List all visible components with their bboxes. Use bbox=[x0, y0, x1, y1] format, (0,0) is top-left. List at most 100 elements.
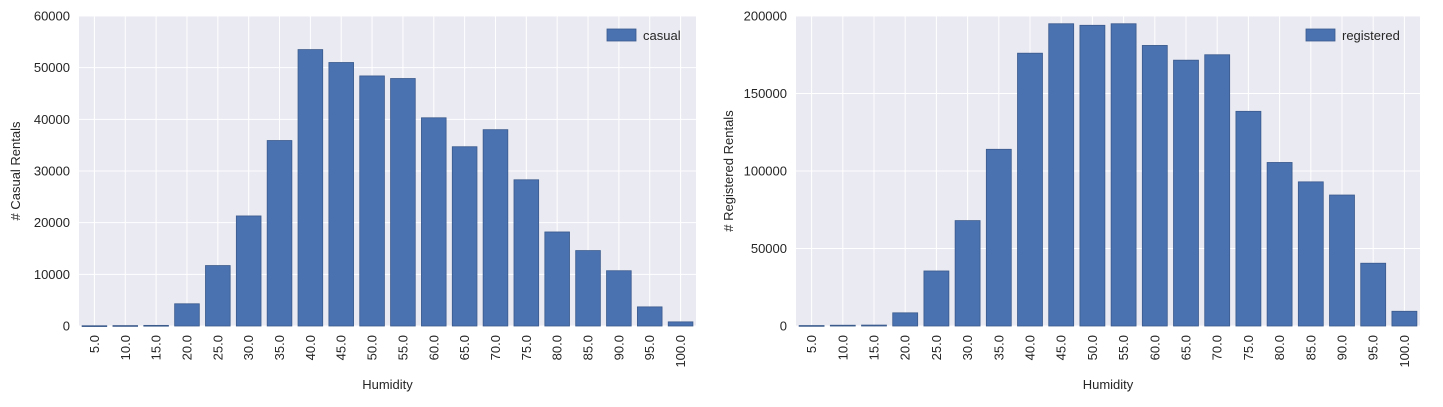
bar-45.0 bbox=[328, 62, 354, 327]
x-tick-label: 15.0 bbox=[149, 335, 164, 360]
x-tick-label: 80.0 bbox=[550, 335, 565, 360]
legend-swatch bbox=[606, 28, 637, 42]
x-tick-label: 50.0 bbox=[365, 335, 380, 360]
bar-10.0 bbox=[112, 325, 139, 327]
x-tick-label: 40.0 bbox=[1023, 335, 1038, 360]
bar-20.0 bbox=[174, 303, 200, 327]
x-tick-label: 25.0 bbox=[210, 335, 225, 360]
y-tick-label: 50000 bbox=[34, 60, 70, 75]
x-tick-label: 55.0 bbox=[1116, 335, 1131, 360]
x-tick-label: 15.0 bbox=[867, 335, 882, 360]
x-tick-label: 95.0 bbox=[1366, 335, 1381, 360]
bar-30.0 bbox=[235, 215, 262, 327]
x-tick-label: 60.0 bbox=[1147, 335, 1162, 360]
bar-70.0 bbox=[1204, 54, 1231, 327]
y-tick-label: 200000 bbox=[744, 9, 787, 24]
bar-50.0 bbox=[1079, 24, 1106, 327]
bar-85.0 bbox=[1297, 181, 1324, 327]
x-tick-label: 40.0 bbox=[303, 335, 318, 360]
x-tick-label: 20.0 bbox=[179, 335, 194, 360]
x-tick-label: 75.0 bbox=[1241, 335, 1256, 360]
y-tick-label: 40000 bbox=[34, 112, 70, 127]
x-tick-label: 100.0 bbox=[1397, 335, 1412, 368]
x-tick-label: 100.0 bbox=[673, 335, 688, 368]
x-tick-label: 90.0 bbox=[1335, 335, 1350, 360]
x-axis-label: Humidity bbox=[362, 377, 413, 392]
bar-95.0 bbox=[636, 306, 663, 327]
bar-75.0 bbox=[513, 179, 540, 327]
bar-25.0 bbox=[205, 265, 231, 327]
x-tick-label: 80.0 bbox=[1272, 335, 1287, 360]
bar-100.0 bbox=[1391, 310, 1418, 327]
bar-35.0 bbox=[985, 148, 1012, 327]
x-tick-label: 60.0 bbox=[426, 335, 441, 360]
y-tick-label: 60000 bbox=[34, 9, 70, 24]
y-tick-label: 0 bbox=[780, 319, 787, 334]
y-tick-label: 20000 bbox=[34, 215, 70, 230]
bar-65.0 bbox=[1173, 59, 1199, 327]
legend-swatch bbox=[1305, 28, 1336, 42]
y-tick-label: 100000 bbox=[744, 164, 787, 179]
bar-15.0 bbox=[143, 324, 169, 327]
x-tick-label: 10.0 bbox=[835, 335, 850, 360]
bar-45.0 bbox=[1048, 23, 1075, 327]
legend: casual bbox=[606, 28, 681, 43]
bar-35.0 bbox=[266, 140, 293, 327]
bar-5.0 bbox=[81, 325, 108, 327]
bar-65.0 bbox=[451, 146, 478, 327]
x-tick-label: 45.0 bbox=[1054, 335, 1069, 360]
x-tick-label: 25.0 bbox=[929, 335, 944, 360]
x-tick-label: 95.0 bbox=[642, 335, 657, 360]
bar-40.0 bbox=[1017, 52, 1043, 327]
bar-30.0 bbox=[954, 220, 981, 327]
bar-90.0 bbox=[606, 270, 632, 327]
x-tick-label: 35.0 bbox=[991, 335, 1006, 360]
x-tick-label: 30.0 bbox=[960, 335, 975, 360]
bar-100.0 bbox=[667, 321, 694, 327]
x-tick-label: 70.0 bbox=[488, 335, 503, 360]
bar-50.0 bbox=[359, 75, 385, 327]
x-tick-label: 45.0 bbox=[334, 335, 349, 360]
x-tick-label: 75.0 bbox=[519, 335, 534, 360]
x-tick-label: 30.0 bbox=[241, 335, 256, 360]
bar-55.0 bbox=[390, 78, 416, 327]
bar-80.0 bbox=[1266, 162, 1293, 327]
x-tick-label: 70.0 bbox=[1210, 335, 1225, 360]
x-tick-label: 65.0 bbox=[457, 335, 472, 360]
x-tick-label: 65.0 bbox=[1179, 335, 1194, 360]
x-tick-label: 5.0 bbox=[87, 335, 102, 353]
bar-75.0 bbox=[1235, 110, 1262, 327]
x-tick-label: 35.0 bbox=[272, 335, 287, 360]
bar-20.0 bbox=[892, 312, 919, 327]
y-axis-label: # Registered Rentals bbox=[721, 110, 736, 232]
y-tick-label: 30000 bbox=[34, 164, 70, 179]
y-tick-label: 0 bbox=[63, 319, 70, 334]
bar-10.0 bbox=[829, 324, 856, 327]
bar-95.0 bbox=[1360, 262, 1387, 327]
x-tick-label: 85.0 bbox=[1303, 335, 1318, 360]
bar-80.0 bbox=[544, 231, 570, 327]
y-tick-label: 50000 bbox=[751, 241, 787, 256]
legend: registered bbox=[1305, 28, 1400, 43]
bar-85.0 bbox=[575, 250, 601, 327]
bar-15.0 bbox=[861, 324, 887, 327]
x-tick-label: 50.0 bbox=[1085, 335, 1100, 360]
chart-panel-right: 0 50000 100000 150000 200000 5.0 10.0 15.0 20.0 2… bbox=[721, 9, 1420, 392]
bar-60.0 bbox=[421, 117, 447, 327]
chart-panel-left: 0 10000 20000 30000 40000 50000 60000 5.0 10.0 15… bbox=[8, 9, 696, 392]
legend-entry: registered bbox=[1342, 28, 1400, 43]
y-tick-label: 10000 bbox=[34, 267, 70, 282]
bar-60.0 bbox=[1141, 45, 1168, 327]
x-tick-label: 90.0 bbox=[611, 335, 626, 360]
bar-55.0 bbox=[1110, 23, 1137, 327]
bar-5.0 bbox=[798, 325, 825, 327]
legend-entry: casual bbox=[643, 28, 681, 43]
x-tick-label: 20.0 bbox=[898, 335, 913, 360]
x-tick-label: 10.0 bbox=[118, 335, 133, 360]
bar-25.0 bbox=[923, 270, 950, 327]
bar-90.0 bbox=[1329, 194, 1355, 327]
y-tick-label: 150000 bbox=[744, 86, 787, 101]
bar-70.0 bbox=[482, 129, 509, 327]
